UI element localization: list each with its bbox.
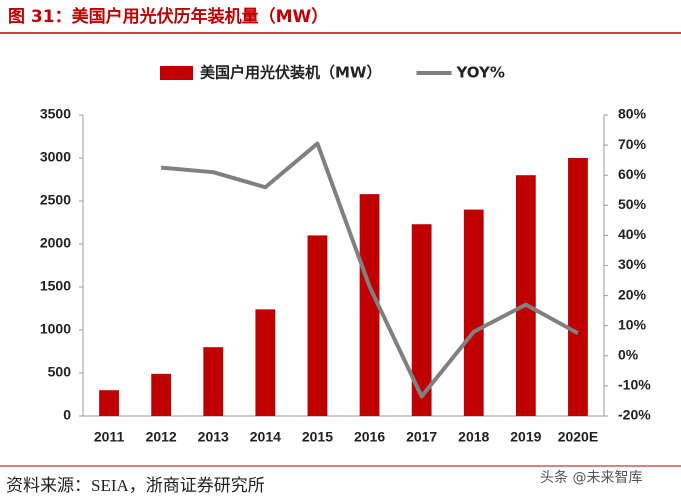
source: 资料来源：SEIA，浙商证券研究所	[6, 476, 265, 495]
x-tick-label: 2012	[146, 429, 177, 445]
x-tick-label: 2017	[406, 429, 437, 445]
chart-title: 图 31：美国户用光伏历年装机量（MW）	[8, 6, 328, 27]
bar	[515, 175, 536, 416]
bar	[99, 390, 119, 416]
y-tick-label: 1500	[40, 278, 71, 294]
y2-tick-label: 70%	[618, 136, 647, 152]
y2-tick-label: 40%	[618, 226, 647, 242]
y2-tick-label: -20%	[618, 407, 651, 423]
x-tick-label: 2020E	[558, 429, 598, 445]
y2-tick-label: 0%	[618, 347, 639, 363]
y2-tick-label: 20%	[618, 286, 647, 302]
y-tick-label: 2500	[40, 192, 71, 208]
y2-tick-label: 80%	[618, 106, 647, 122]
y2-tick-label: 60%	[618, 166, 647, 182]
y2-tick-label: -10%	[618, 377, 651, 393]
y2-tick-label: 50%	[618, 196, 647, 212]
bar	[151, 373, 172, 416]
watermark: 头条 @未来智库	[540, 469, 642, 486]
legend-swatch	[160, 66, 193, 80]
y2-tick-label: 10%	[618, 316, 647, 332]
line	[160, 141, 579, 399]
bar	[255, 309, 276, 416]
bar	[307, 235, 328, 416]
y-tick-label: 2000	[40, 235, 71, 251]
bar	[411, 224, 432, 416]
x-tick-label: 2011	[94, 429, 125, 445]
bar	[568, 158, 588, 416]
x-tick-label: 2019	[510, 429, 541, 445]
y-tick-label: 3500	[40, 106, 71, 122]
bar	[359, 194, 380, 416]
y-tick-label: 0	[63, 407, 71, 423]
legend-label: YOY%	[455, 64, 504, 82]
x-tick-label: 2015	[302, 429, 333, 445]
x-tick-label: 2014	[250, 429, 281, 445]
x-tick-label: 2018	[458, 429, 489, 445]
x-tick-label: 2016	[354, 429, 385, 445]
y-tick-label: 500	[48, 364, 72, 380]
bar	[463, 209, 484, 416]
y-tick-label: 3000	[40, 149, 71, 165]
y2-tick-label: 30%	[618, 256, 647, 272]
y-tick-label: 1000	[40, 321, 71, 337]
bar	[203, 347, 224, 416]
legend-label: 美国户用光伏装机（MW）	[200, 64, 381, 82]
x-tick-label: 2013	[198, 429, 229, 445]
